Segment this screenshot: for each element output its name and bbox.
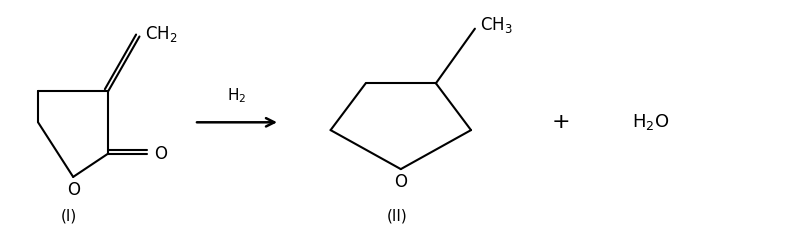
Text: CH$_2$: CH$_2$ (145, 24, 178, 44)
Text: O: O (154, 144, 167, 163)
Text: H$_2$O: H$_2$O (632, 112, 669, 132)
Text: (I): (I) (61, 208, 77, 224)
Text: (II): (II) (387, 208, 407, 224)
Text: H$_2$: H$_2$ (227, 86, 247, 105)
Text: +: + (552, 112, 570, 132)
Text: O: O (395, 173, 407, 191)
Text: O: O (67, 181, 79, 199)
Text: CH$_3$: CH$_3$ (480, 15, 513, 35)
